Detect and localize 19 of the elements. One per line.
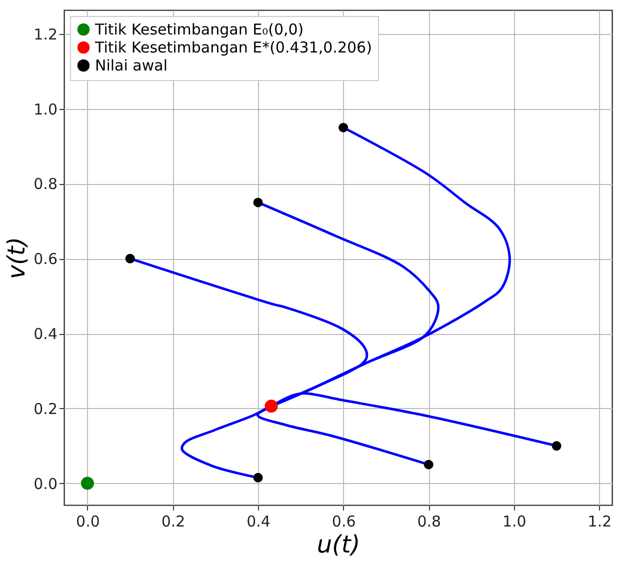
x-tick-label: 0.8 xyxy=(417,512,442,530)
x-tick-label: 0.6 xyxy=(332,512,356,530)
legend-label: Titik Kesetimbangan E*(0.431,0.206) xyxy=(94,38,372,56)
x-tick-label: 0.0 xyxy=(76,512,100,530)
y-tick-label: 0.0 xyxy=(34,474,58,493)
legend-label: Nilai awal xyxy=(95,56,168,74)
x-tick-label: 0.4 xyxy=(246,512,270,530)
y-tick-label: 0.6 xyxy=(34,250,58,268)
y-tick-label: 0.8 xyxy=(34,175,58,194)
legend-label: Titik Kesetimbangan E₀(0,0) xyxy=(94,20,304,38)
x-tick-label: 1.0 xyxy=(502,512,526,530)
y-tick-label: 1.2 xyxy=(34,25,58,44)
y-axis-title: v(t) xyxy=(2,236,31,280)
y-tick-label: 0.2 xyxy=(34,400,58,418)
y-tick-label: 0.4 xyxy=(34,325,58,344)
x-tick-label: 1.2 xyxy=(588,512,612,530)
x-axis-title: u(t) xyxy=(316,530,360,558)
x-tick-label: 0.2 xyxy=(161,512,186,530)
y-tick-label: 1.0 xyxy=(34,100,58,118)
